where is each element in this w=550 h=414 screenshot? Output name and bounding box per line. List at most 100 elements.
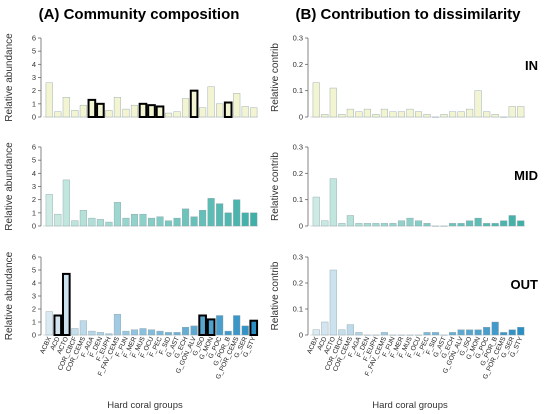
bar-B-MID-G_POR_CEMS xyxy=(500,220,508,227)
y-tick-label-A-IN: 5 xyxy=(32,47,36,56)
bar-A-IN-F_OCU xyxy=(147,104,156,119)
bar-B-OUT-F_SID xyxy=(432,332,440,336)
y-tick-label-A-MID: 1 xyxy=(32,208,36,217)
bar-A-IN-COR_CEMS xyxy=(79,104,87,118)
site-label-IN: IN xyxy=(525,58,538,73)
bar-A-OUT-ACD xyxy=(53,314,63,336)
y-tick-label-A-OUT: 4 xyxy=(32,279,36,288)
y-axis-label-B-OUT: Relative contrib xyxy=(270,261,281,330)
bar-A-IN-ACTO xyxy=(62,97,70,118)
bar-A-IN-F_AGA xyxy=(87,98,97,118)
y-axis-label-B-IN: Relative contrib xyxy=(270,43,281,112)
bar-A-OUT-F_PEC xyxy=(156,330,164,336)
y-tick-label-A-IN: 3 xyxy=(32,73,36,82)
bar-A-MID-G_MON xyxy=(207,198,215,227)
bar-B-MID-ACTO xyxy=(329,178,337,227)
bar-B-IN-F_DEN xyxy=(363,108,371,118)
bar-B-IN-G_POC xyxy=(483,111,491,118)
bar-B-IN-F_OCU xyxy=(414,111,423,118)
y-axis-label-B-MID: Relative contrib xyxy=(270,152,281,221)
bar-A-OUT-F_AGA xyxy=(88,330,96,336)
bar-B-IN-F_MER xyxy=(397,111,405,118)
site-label-MID: MID xyxy=(514,168,538,183)
bar-B-MID-F_MER xyxy=(397,220,405,227)
bar-B-IN-G_ISO xyxy=(466,108,474,118)
bar-B-OUT-ACTO xyxy=(329,269,337,336)
y-tick-label-A-MID: 5 xyxy=(32,156,36,165)
bar-A-OUT-F_FUN xyxy=(122,330,130,336)
y-tick-label-B-IN: 0.3 xyxy=(293,34,303,43)
bar-A-OUT-G_GON_ALV xyxy=(190,325,198,336)
y-tick-label-A-OUT: 1 xyxy=(32,318,36,327)
bar-A-IN-G_POR_CEMS xyxy=(233,93,241,118)
bar-B-MID-COR_CBCF xyxy=(338,223,346,227)
bar-A-IN-G_AST xyxy=(173,111,181,118)
y-tick-label-A-OUT: 0 xyxy=(32,331,36,340)
y-tick-label-A-IN: 0 xyxy=(32,113,36,122)
y-tick-label-B-OUT: 0.3 xyxy=(293,253,303,262)
bar-B-IN-ACBX xyxy=(312,82,320,118)
bar-B-IN-G_ECH xyxy=(449,111,457,118)
y-tick-label-A-IN: 4 xyxy=(32,60,36,69)
panel-a-title: (A) Community composition xyxy=(39,6,240,23)
bar-A-OUT-ACBX xyxy=(45,311,53,336)
bar-A-MID-F_MUS xyxy=(139,213,147,227)
bar-A-IN-G_STY xyxy=(250,107,258,118)
bar-A-MID-COR_CEMS xyxy=(79,209,87,227)
bar-B-OUT-G_POR_CEMS xyxy=(500,332,508,336)
y-tick-label-A-MID: 2 xyxy=(32,195,36,204)
bar-A-IN-G_GON_ALV xyxy=(189,89,199,118)
bar-B-OUT-COR_CEMS xyxy=(346,324,354,336)
bar-A-MID-G_POR_B xyxy=(224,212,232,227)
y-axis-label-A-IN: Relative abundance xyxy=(4,33,15,122)
bar-A-IN-ACBX xyxy=(45,82,53,118)
bar-B-MID-F_DEN xyxy=(363,223,371,227)
bar-A-OUT-G_STY xyxy=(249,319,259,337)
bar-A-OUT-F_EUPH xyxy=(105,333,113,336)
bar-A-OUT-F_MUS xyxy=(139,328,147,336)
bar-B-IN-COR_CEMS xyxy=(346,108,354,118)
bar-B-OUT-G_STY xyxy=(517,327,525,336)
bar-B-MID-ACD xyxy=(321,220,329,227)
y-tick-label-A-IN: 6 xyxy=(32,34,36,43)
bar-B-IN-G_MON xyxy=(474,90,482,118)
bar-A-OUT-G_POR_B xyxy=(224,330,232,336)
bar-B-MID-F_AGA xyxy=(355,223,363,227)
bar-A-IN-ACD xyxy=(54,111,62,118)
site-label-OUT: OUT xyxy=(511,277,539,292)
bar-A-IN-F_PEC xyxy=(155,105,165,119)
bar-A-IN-F_FAV_CEMS xyxy=(113,97,121,118)
bar-B-MID-G_POR_B xyxy=(491,223,499,227)
bar-A-OUT-G_AST xyxy=(173,332,181,336)
y-axis-label-A-OUT: Relative abundance xyxy=(4,251,15,340)
bar-B-MID-F_FAV_CEMS xyxy=(380,223,388,227)
bar-B-IN-F_MUS xyxy=(406,108,414,118)
panel-b-title: (B) Contribution to dissimilarity xyxy=(296,6,522,23)
bar-B-MID-F_OCU xyxy=(414,220,423,227)
bar-A-OUT-G_POR_CEMS xyxy=(233,315,241,336)
bar-A-OUT-G_MON xyxy=(206,318,216,336)
bar-A-MID-F_DEN xyxy=(96,219,104,227)
bar-A-MID-COR_CBCF xyxy=(71,220,79,227)
bar-B-IN-G_STY xyxy=(517,106,525,118)
bar-B-OUT-COR_CBCF xyxy=(338,329,346,336)
bar-A-MID-ACTO xyxy=(62,179,70,227)
bar-A-OUT-COR_CBCF xyxy=(71,328,79,336)
bar-A-MID-G_STY xyxy=(250,212,258,227)
bar-B-IN-F_FUN xyxy=(389,111,397,118)
bar-B-MID-F_MUS xyxy=(406,217,414,227)
bar-A-MID-ACBX xyxy=(45,194,53,227)
y-tick-label-A-IN: 2 xyxy=(32,86,36,95)
bar-B-OUT-G_POC xyxy=(483,327,491,336)
y-tick-label-A-MID: 0 xyxy=(32,222,36,231)
bar-B-MID-G_POC xyxy=(483,223,491,227)
y-tick-label-A-OUT: 6 xyxy=(32,253,36,262)
bar-A-OUT-G_POC xyxy=(216,315,224,336)
y-tick-label-B-IN: 0.2 xyxy=(293,60,303,69)
bar-A-MID-G_POR_CEMS xyxy=(233,199,241,227)
panel-b-xlabel: Hard coral groups xyxy=(372,400,448,411)
bar-A-MID-G_SER xyxy=(241,212,249,227)
bar-A-OUT-G_SER xyxy=(241,325,249,336)
bar-B-OUT-ACD xyxy=(321,321,329,336)
